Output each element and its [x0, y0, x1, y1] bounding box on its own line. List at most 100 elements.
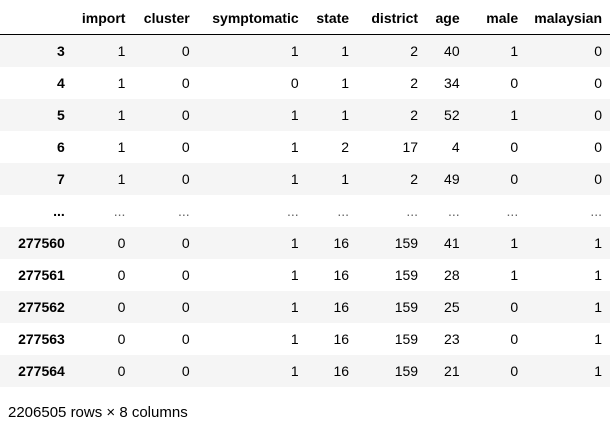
ellipsis-row: ...........................: [0, 195, 610, 227]
cell-state: 16: [333, 331, 350, 347]
header-row: import cluster symptomatic state distric…: [0, 2, 610, 35]
cell-age: 4: [451, 139, 460, 155]
cell-male: 0: [510, 299, 519, 315]
cell-male: 1: [510, 43, 519, 59]
table-row: 3 1 0 1 1 2 40 1 0: [0, 34, 610, 67]
cell-symptomatic: 1: [290, 299, 299, 315]
table-row: 5 1 0 1 1 2 52 1 0: [0, 99, 610, 131]
column-header-district: district: [357, 2, 427, 35]
cell-male: 0: [510, 363, 519, 379]
cell-symptomatic: ...: [286, 203, 299, 219]
cell-district: 159: [394, 267, 419, 283]
cell-malaysian: 0: [594, 171, 602, 187]
cell-malaysian: ...: [590, 203, 602, 219]
cell-cluster: 0: [181, 107, 190, 123]
row-index: 277560: [18, 235, 65, 251]
column-header-import: import: [72, 2, 134, 35]
cell-state: 1: [341, 43, 350, 59]
row-index: 5: [57, 107, 65, 123]
cell-cluster: 0: [181, 363, 190, 379]
cell-age: 34: [444, 75, 460, 91]
cell-male: 1: [510, 235, 519, 251]
cell-state: 16: [333, 363, 350, 379]
row-index: 277561: [18, 267, 65, 283]
cell-malaysian: 0: [594, 139, 602, 155]
cell-symptomatic: 1: [290, 171, 299, 187]
table-row: 4 1 0 0 1 2 34 0 0: [0, 67, 610, 99]
column-header-cluster: cluster: [133, 2, 198, 35]
row-index: 3: [57, 43, 65, 59]
cell-import: 0: [117, 299, 126, 315]
cell-symptomatic: 1: [290, 267, 299, 283]
cell-cluster: 0: [181, 171, 190, 187]
cell-cluster: 0: [181, 299, 190, 315]
cell-symptomatic: 1: [290, 107, 299, 123]
cell-age: 21: [444, 363, 460, 379]
row-index: 277564: [18, 363, 65, 379]
cell-state: 16: [333, 235, 350, 251]
cell-symptomatic: 1: [290, 43, 299, 59]
row-index: 7: [57, 171, 65, 187]
cell-male: 1: [510, 267, 519, 283]
cell-district: ...: [406, 203, 419, 219]
cell-district: 159: [394, 299, 419, 315]
cell-import: 0: [117, 331, 126, 347]
column-header-male: male: [467, 2, 527, 35]
cell-cluster: 0: [181, 43, 190, 59]
cell-age: ...: [447, 203, 460, 219]
cell-import: 1: [117, 43, 126, 59]
cell-import: 1: [117, 107, 126, 123]
cell-import: 1: [117, 139, 126, 155]
cell-malaysian: 1: [594, 331, 602, 347]
table-row: 6 1 0 1 2 17 4 0 0: [0, 131, 610, 163]
table-body: 3 1 0 1 1 2 40 1 0 4 1 0 0 1 2 34 0 0 5 1 0 1 1 2 52 1 0 6 1 0 1 2 17 4 0 0…: [0, 34, 610, 387]
cell-male: ...: [506, 203, 519, 219]
cell-district: 17: [402, 139, 419, 155]
table-row: 7 1 0 1 1 2 49 0 0: [0, 163, 610, 195]
cell-cluster: 0: [181, 75, 190, 91]
dataframe-table: import cluster symptomatic state distric…: [0, 2, 610, 387]
cell-cluster: 0: [181, 139, 190, 155]
cell-district: 2: [410, 75, 419, 91]
cell-male: 0: [510, 75, 519, 91]
cell-import: 1: [117, 171, 126, 187]
cell-state: 16: [333, 299, 350, 315]
cell-male: 0: [510, 171, 519, 187]
row-index: 4: [57, 75, 65, 91]
cell-import: 1: [117, 75, 126, 91]
table-row: 277564 0 0 1 16 159 21 0 1: [0, 355, 610, 387]
cell-symptomatic: 1: [290, 331, 299, 347]
cell-state: ...: [337, 203, 350, 219]
cell-age: 49: [444, 171, 460, 187]
table-row: 277561 0 0 1 16 159 28 1 1: [0, 259, 610, 291]
cell-malaysian: 1: [594, 267, 602, 283]
row-index: 6: [57, 139, 65, 155]
cell-cluster: 0: [181, 235, 190, 251]
cell-male: 0: [510, 331, 519, 347]
cell-malaysian: 1: [594, 235, 602, 251]
cell-age: 23: [444, 331, 460, 347]
cell-import: ...: [113, 203, 126, 219]
cell-male: 0: [510, 139, 519, 155]
cell-malaysian: 1: [594, 299, 602, 315]
column-header-malaysian: malaysian: [526, 2, 610, 35]
cell-malaysian: 1: [594, 363, 602, 379]
column-header-state: state: [306, 2, 358, 35]
cell-district: 159: [394, 235, 419, 251]
cell-district: 2: [410, 43, 419, 59]
table-row: 277563 0 0 1 16 159 23 0 1: [0, 323, 610, 355]
cell-district: 159: [394, 331, 419, 347]
cell-import: 0: [117, 363, 126, 379]
row-index: ...: [53, 203, 65, 219]
table-row: 277560 0 0 1 16 159 41 1 1: [0, 227, 610, 259]
cell-district: 2: [410, 107, 419, 123]
cell-age: 52: [444, 107, 460, 123]
cell-state: 1: [341, 171, 350, 187]
cell-symptomatic: 0: [290, 75, 299, 91]
cell-age: 41: [444, 235, 460, 251]
cell-age: 40: [444, 43, 460, 59]
table-row: 277562 0 0 1 16 159 25 0 1: [0, 291, 610, 323]
index-header: [0, 2, 73, 35]
cell-state: 1: [341, 107, 350, 123]
